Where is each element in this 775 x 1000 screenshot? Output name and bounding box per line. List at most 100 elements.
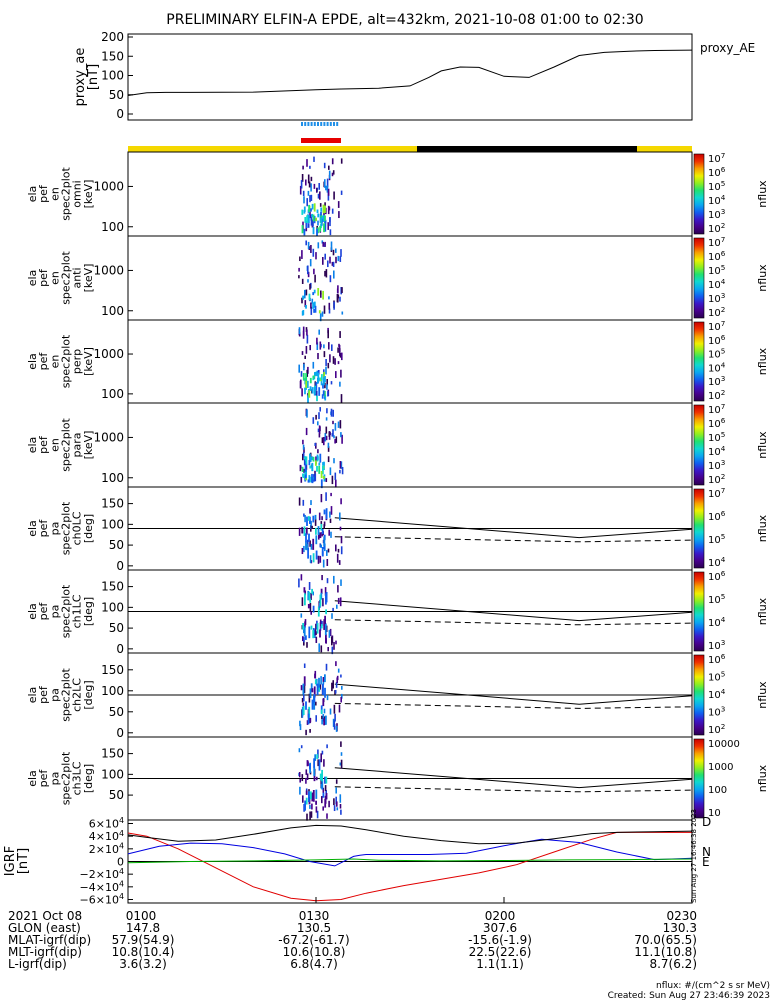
colorbar-tick-label: 104 [708, 444, 726, 458]
spectrogram-pixel [323, 621, 326, 630]
panel-ylabel-line: ela [26, 520, 39, 537]
panel-ytick-label: 100 [101, 767, 124, 781]
colorbar [693, 654, 705, 736]
spectrogram-pixel [316, 342, 319, 350]
spectrogram-pixel [315, 806, 318, 813]
spectrogram-pixel [321, 516, 323, 521]
spectrogram-pixel [307, 590, 310, 601]
spectrogram-pixel [306, 215, 308, 223]
colorbar-tick-label: 103 [708, 374, 725, 388]
spectrogram-pixel [332, 420, 334, 425]
spectrogram-pixel [309, 555, 312, 564]
spectrogram-pixel [335, 796, 337, 805]
spectrogram-pixel [303, 637, 305, 643]
spectrogram-pixel [303, 228, 306, 236]
spectrogram-pixel [303, 804, 305, 812]
panel-ytick-label: 50 [109, 788, 124, 802]
spectrogram-pixel [333, 301, 335, 310]
spectrogram-pixel [327, 260, 329, 268]
proxy-ae-ytick-label: 50 [109, 88, 124, 102]
spectrogram-pixel [320, 212, 322, 218]
colorbar-tick-label: 104 [708, 360, 726, 374]
igrf-ytick-label: 6×104 [89, 816, 124, 830]
spectrogram-pixel [321, 779, 324, 790]
side-stamp: Sun Aug 27 16:46:38 2023 [690, 809, 698, 903]
spectrogram-pixel [299, 778, 301, 783]
spectrogram-pixel [309, 259, 312, 267]
panel-ytick-label: 1000 [93, 347, 124, 361]
spectrogram-pixel [335, 779, 338, 784]
spectrogram-pixel [298, 748, 301, 753]
spectrogram-pixel [313, 694, 316, 703]
spectrogram-pixel [317, 193, 320, 199]
spectrogram-pixel [320, 676, 322, 685]
spectrogram-pixel [329, 518, 332, 523]
spectrogram-pixel [313, 215, 316, 224]
spectrogram-pixel [302, 623, 304, 630]
spectrogram-pixel [326, 550, 328, 556]
loss-cone-line [334, 600, 693, 622]
spectrogram-pixel [327, 330, 329, 339]
spectrogram-pixel [328, 800, 330, 808]
colorbar-tick-label: 103 [708, 291, 725, 305]
spectrogram-pixel [321, 796, 323, 804]
spectrogram-pixel [322, 465, 324, 475]
panel-ylabel-line: ela [26, 270, 39, 287]
spectrogram-pixel [314, 305, 317, 313]
spectrogram-pixel [329, 229, 332, 236]
spectrogram-pixel [313, 156, 315, 162]
colorbar-tick-label: 104 [708, 615, 726, 629]
colorbar-tick-label: 100 [708, 785, 727, 796]
spectrogram-pixel [310, 811, 313, 818]
colorbar-tick-label: 107 [708, 235, 725, 249]
spectrogram-pixel [320, 753, 322, 763]
colorbar [693, 321, 705, 402]
spectrogram-pixel [337, 421, 340, 428]
spectrogram-pixel [321, 215, 324, 219]
colorbar-tick-label: 103 [708, 638, 725, 652]
panel-ylabel-line: ch3LC [71, 761, 84, 795]
obo-bar [301, 138, 341, 143]
spectrogram-pixel [328, 302, 331, 310]
spectrogram-pixel [336, 604, 338, 609]
spectrogram-pixel [301, 526, 303, 534]
spectrogram-pixel [322, 476, 325, 480]
footer-value: 1.1(1.1) [476, 957, 524, 971]
spectrogram-pixel [323, 351, 326, 358]
spectrogram-pixel [307, 604, 310, 609]
spectrogram-pixel [312, 790, 315, 802]
spectrogram-pixel [313, 301, 316, 308]
spectrogram-pixel [337, 597, 340, 605]
colorbar-label: nflux [756, 597, 769, 625]
spectrogram-pixel [329, 708, 332, 715]
spectrogram-pixel [328, 165, 330, 170]
footer-row-label: 2021 Oct 08 [8, 909, 82, 923]
colorbar-label-line: nflux [756, 180, 769, 208]
spectrogram-pixel [309, 195, 311, 203]
spectrogram-pixel [304, 300, 307, 308]
spectrogram-pixel [318, 183, 320, 190]
spectrogram-pixel [317, 227, 319, 234]
spectrogram-pixel [321, 437, 324, 444]
spectrogram-pixel [339, 794, 342, 803]
spectrogram-pixel [306, 773, 309, 780]
loss-cone-line [334, 767, 693, 789]
spectrogram-pixel [302, 453, 304, 461]
eclipse-bar [417, 146, 637, 152]
colorbar-label: nflux [756, 764, 769, 792]
igrf-ytick-label: 4×104 [89, 829, 124, 843]
panel-ylabel-line: pef [37, 268, 50, 287]
spectrogram-pixel [340, 752, 343, 756]
spectrogram-pixel [311, 473, 313, 483]
colorbar-tick-label: 105 [708, 263, 725, 277]
spectrogram-pixel [302, 636, 304, 642]
spectrogram-pixel [331, 640, 333, 644]
spectrogram-pixel [305, 305, 307, 309]
spectrogram-pixel [317, 242, 320, 249]
spectrogram-pixel [307, 265, 309, 275]
spectrogram-pixel [320, 521, 323, 527]
spectrogram-pixel [322, 390, 325, 396]
spectrogram-pixel [316, 395, 318, 402]
spectrogram-pixel [306, 369, 308, 377]
